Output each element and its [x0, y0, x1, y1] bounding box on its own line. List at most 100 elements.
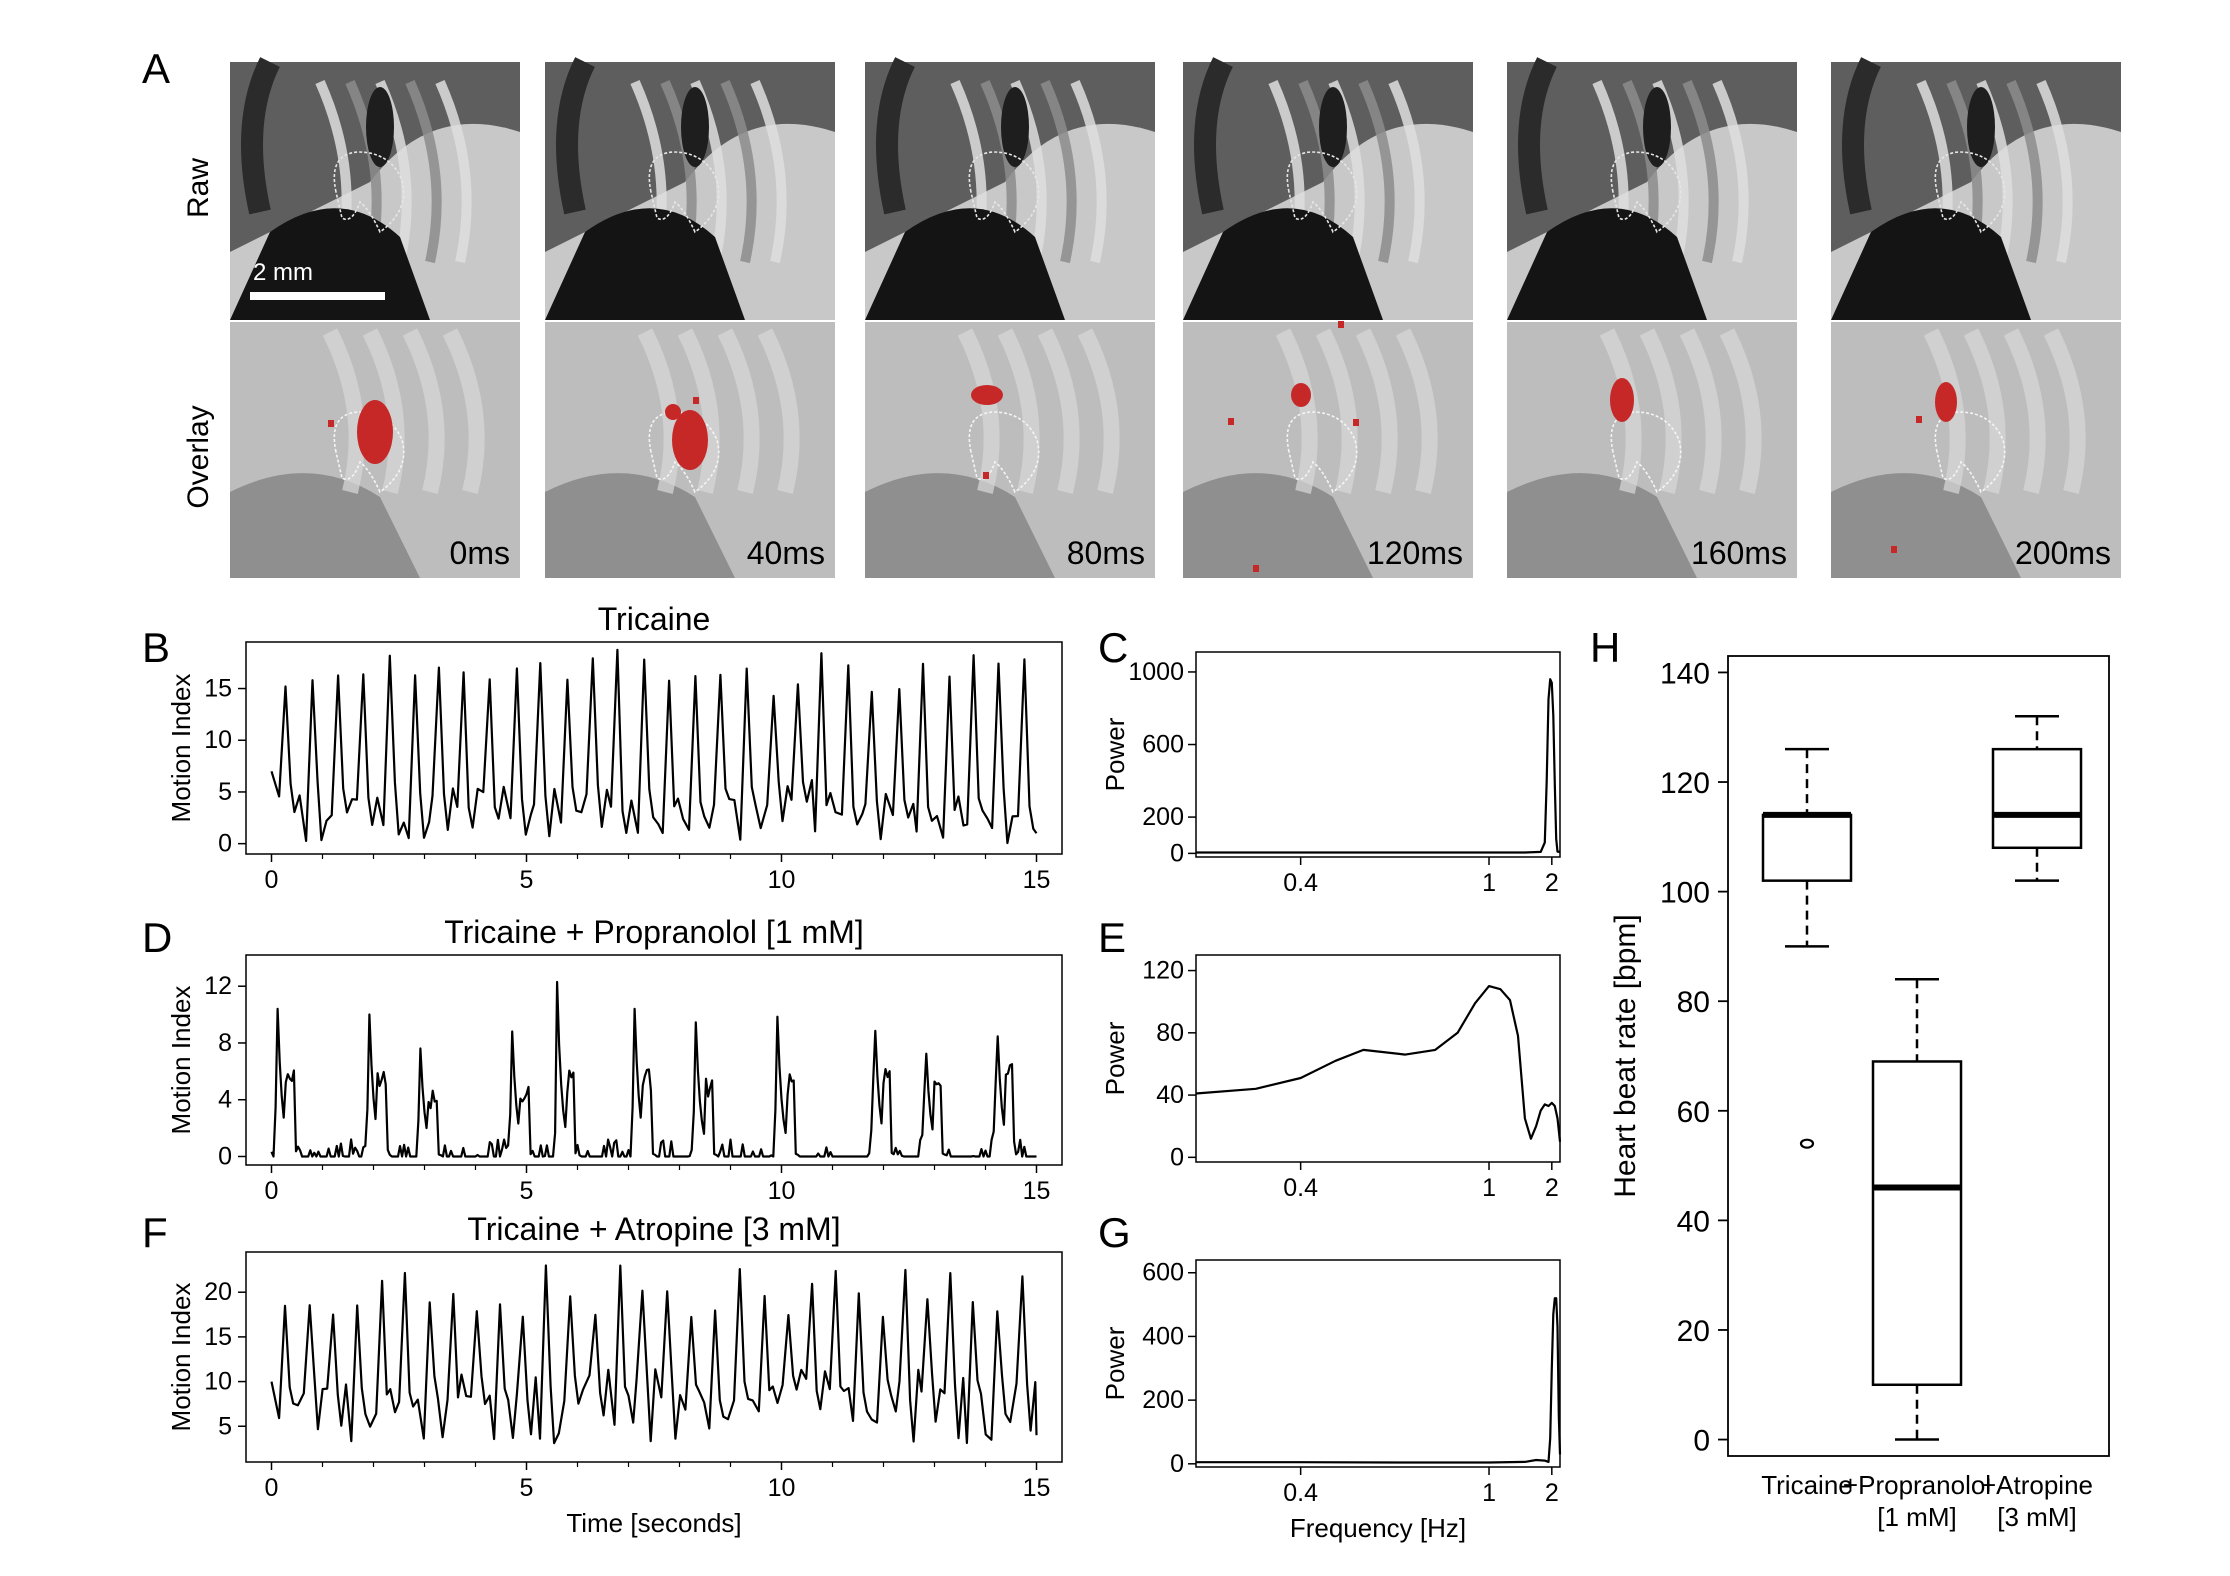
x-tick-label: 1: [1482, 869, 1496, 897]
panel-title: Tricaine: [598, 601, 711, 637]
raw-image-dark-band: [1194, 57, 1233, 215]
overlay-image-stripe: [362, 328, 405, 494]
motion-trace-line: [270, 1264, 1038, 1445]
y-tick-label: 120: [1660, 767, 1710, 800]
panel-letter-h: H: [1590, 624, 1620, 671]
x-tick-label: 15: [1023, 866, 1051, 894]
y-axis-label: Motion Index: [166, 1283, 196, 1432]
overlay-image-stripe: [1315, 328, 1358, 494]
image-tile-5: 200ms: [1831, 57, 2121, 578]
overlay-image-mass: [1831, 473, 2021, 578]
y-tick-label: 10: [204, 1368, 232, 1396]
heart-outline: [648, 151, 720, 234]
panel-f-motion-trace: 0 5 10 15 5 10 15 20 Tricaine + Atropine [3 mM] M…: [166, 1211, 1063, 1538]
x-tick-label: 2: [1545, 869, 1559, 897]
raw-image-stripe: [1040, 79, 1077, 264]
plot-frame: [1727, 655, 2110, 1457]
y-tick-label: 0: [1693, 1425, 1710, 1458]
raw-image-dark-spot: [1001, 87, 1029, 167]
panel-letter-c: C: [1098, 624, 1128, 671]
motion-overlay-speck: [1228, 418, 1234, 425]
raw-image-dark-mass: [1507, 208, 1707, 320]
motion-overlay-blob: [357, 400, 393, 464]
y-tick-label: 8: [218, 1029, 232, 1057]
image-tile-1: 40ms: [545, 57, 835, 578]
overlay-image-stripe: [677, 328, 720, 494]
raw-image-stripe: [750, 79, 787, 264]
plot-frame: [245, 641, 1063, 855]
x-tick-label: 1: [1482, 1174, 1496, 1202]
panel-b-motion-trace: 0 5 10 15 0 5 10 15 Tricaine Motion Index: [166, 601, 1063, 894]
overlay-image-mass: [1183, 473, 1373, 578]
raw-image-stripe: [1682, 79, 1719, 264]
y-tick-label: 0: [1170, 839, 1184, 867]
y-tick-label: 80: [1677, 986, 1710, 1019]
y-tick-label: 600: [1142, 1259, 1184, 1287]
power-spectrum-line: [1196, 678, 1561, 854]
x-tick-label: 0.4: [1283, 869, 1318, 897]
y-tick-label: 100: [1660, 877, 1710, 910]
motion-overlay-blob: [1935, 382, 1957, 422]
x-tick-label: 10: [768, 866, 796, 894]
heart-outline: [1934, 411, 2006, 494]
motion-overlay-blob: [665, 404, 681, 420]
y-tick-label: 200: [1142, 803, 1184, 831]
overlay-image-stripe: [2003, 328, 2046, 494]
y-tick-label: 15: [204, 675, 232, 703]
outlier-point: [1799, 1138, 1815, 1149]
image-tile-4: 160ms: [1507, 57, 1797, 578]
iqr-box: [1991, 747, 2083, 850]
raw-image-dark-mass: [1183, 208, 1383, 320]
y-tick-label: 40: [1677, 1205, 1710, 1238]
heart-outline: [1286, 411, 1358, 494]
motion-overlay-blob: [1610, 378, 1634, 422]
raw-image-dark-mass: [865, 208, 1065, 320]
panel-letter-a: A: [142, 45, 170, 92]
raw-image-stripe: [2036, 79, 2073, 264]
panel-letter-b: B: [142, 624, 170, 671]
heart-outline: [1610, 411, 1682, 494]
motion-overlay-speck: [693, 397, 699, 404]
raw-image-dark-band: [1842, 57, 1881, 215]
motion-overlay-speck: [328, 420, 334, 427]
heart-outline: [968, 151, 1040, 234]
overlay-image-stripe: [717, 328, 760, 494]
y-axis-label: Power: [1100, 717, 1130, 791]
overlay-image-stripe: [997, 328, 1040, 494]
y-tick-label: 20: [204, 1278, 232, 1306]
motion-trace-line: [270, 648, 1038, 845]
raw-image-dark-band: [876, 57, 915, 215]
y-tick-label: 1000: [1128, 658, 1184, 686]
y-tick-label: 400: [1142, 1322, 1184, 1350]
overlay-image-mass: [545, 473, 735, 578]
panel-letter-g: G: [1098, 1209, 1131, 1256]
y-tick-label: 140: [1660, 657, 1710, 690]
motion-overlay-speck: [1916, 416, 1922, 423]
panel-d-motion-trace: 0 5 10 15 0 4 8 12 Tricaine + Propranolol [1 mM]…: [166, 914, 1063, 1205]
panel-g-power-spectrum: 0.4 1 2 0 200 400 600 Power Frequency [Hz]: [1100, 1259, 1562, 1543]
heart-outline: [333, 151, 405, 234]
overlay-image-stripe: [2043, 328, 2086, 494]
overlay-image-stripe: [1077, 328, 1120, 494]
raw-image-stripe: [435, 79, 472, 264]
motion-overlay-speck: [1338, 321, 1344, 328]
x-axis-label: Time [seconds]: [566, 1508, 741, 1538]
raw-image-stripe: [1070, 79, 1107, 264]
power-spectrum-line: [1195, 985, 1562, 1142]
overlay-image-mass: [1507, 473, 1697, 578]
raw-image-dark-band: [556, 57, 595, 215]
motion-overlay-speck: [983, 472, 989, 479]
y-tick-label: 200: [1142, 1386, 1184, 1414]
category-label-sub: [3 mM]: [1997, 1502, 2076, 1532]
y-tick-label: 12: [204, 972, 232, 1000]
raw-image-dark-spot: [366, 87, 394, 167]
row-label-raw: Raw: [182, 158, 215, 218]
overlay-image-mass: [865, 473, 1055, 578]
panel-letter-f: F: [142, 1209, 168, 1256]
x-tick-label: 15: [1023, 1177, 1051, 1205]
y-tick-label: 10: [204, 726, 232, 754]
heart-outline: [1286, 151, 1358, 234]
panel-letter-e: E: [1098, 914, 1126, 961]
